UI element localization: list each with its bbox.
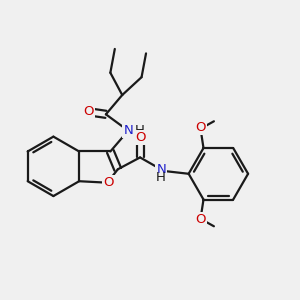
Text: H: H (156, 171, 166, 184)
Text: N: N (123, 124, 133, 137)
Text: N: N (156, 163, 166, 176)
Text: O: O (84, 106, 94, 118)
Text: O: O (135, 131, 145, 144)
Text: O: O (195, 121, 206, 134)
Text: O: O (103, 176, 114, 189)
Text: H: H (134, 124, 144, 136)
Text: O: O (195, 213, 206, 226)
